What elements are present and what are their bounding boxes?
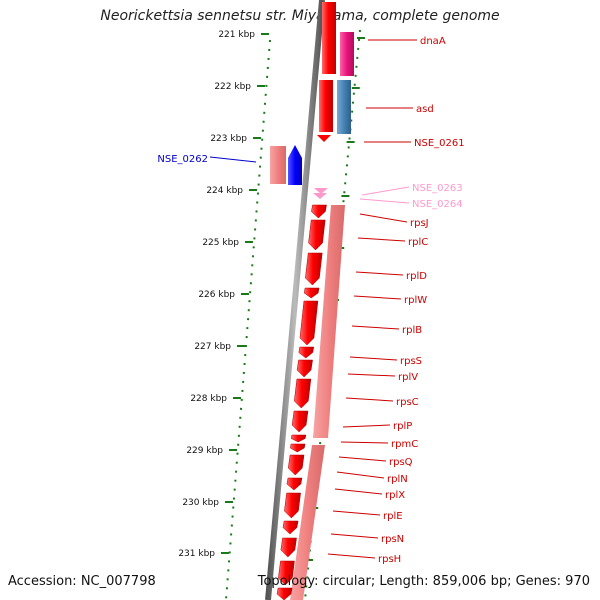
gene-labels: dnaA asd NSE_0261 NSE_0262 NSE_0263 NSE_0264r… <box>157 36 464 565</box>
gene-label-rpsn[interactable]: rpsN <box>381 534 404 545</box>
gene-red-top-2[interactable] <box>319 80 333 132</box>
gene-arrow[interactable] <box>287 454 305 476</box>
leader-line <box>338 456 387 462</box>
gene-arrow[interactable] <box>282 520 299 535</box>
gene-nse-0262-pale[interactable] <box>270 146 286 184</box>
gene-arrow[interactable] <box>280 537 297 558</box>
leader-line <box>359 213 408 223</box>
gene-label-rpsq[interactable]: rpsQ <box>389 457 413 468</box>
gene-label-rpln[interactable]: rplN <box>387 474 408 485</box>
gene-ribosomal-pale-upper[interactable] <box>313 205 345 438</box>
gene-arrow[interactable] <box>296 359 313 378</box>
accession-label: Accession: NC_007798 <box>8 574 156 589</box>
leader-line <box>345 397 394 402</box>
map-title: Neorickettsia sennetsu str. Miyayama, co… <box>100 8 500 24</box>
gene-ribosomal-pale-lower[interactable] <box>290 445 325 600</box>
gene-label-nse-0264[interactable]: NSE_0264 <box>412 199 463 210</box>
leader-line <box>361 186 410 196</box>
ruler-tick-label: 227 kbp <box>194 342 231 352</box>
gene-arrow[interactable] <box>290 434 307 443</box>
gene-label-rplx[interactable]: rplX <box>385 490 405 501</box>
gene-arrow[interactable] <box>303 287 320 299</box>
gene-label-rpss[interactable]: rpsS <box>400 356 422 367</box>
gene-arrow[interactable] <box>284 492 301 519</box>
gene-label-rpsc[interactable]: rpsC <box>396 397 419 408</box>
gene-arrow[interactable] <box>298 346 315 359</box>
genome-info: Topology: circular; Length: 859,006 bp; … <box>257 574 590 589</box>
gene-label-rplp[interactable]: rplP <box>393 421 412 432</box>
gene-arrow[interactable] <box>308 219 326 251</box>
leader-line <box>332 510 381 516</box>
gene-label-rpsj[interactable]: rpsJ <box>410 218 429 229</box>
gene-nse-0263[interactable] <box>314 188 328 194</box>
gene-arrow[interactable] <box>311 204 327 219</box>
gene-arrow[interactable] <box>290 443 306 453</box>
leader-line <box>336 471 385 479</box>
gene-arrow[interactable] <box>276 587 293 600</box>
gene-label-rpsh[interactable]: rpsH <box>378 554 401 565</box>
gene-label-rple[interactable]: rplE <box>383 511 403 522</box>
gene-nse-0264[interactable] <box>313 193 327 199</box>
gene-red-top-1[interactable] <box>322 2 336 74</box>
gene-arrow[interactable] <box>278 560 295 586</box>
leader-line <box>357 237 406 242</box>
outer-guide-left <box>225 39 271 600</box>
leader-line <box>327 553 376 559</box>
gene-asd[interactable] <box>337 80 351 134</box>
ruler-tick-label: 231 kbp <box>178 549 215 559</box>
ruler-tick-label: 225 kbp <box>202 238 239 248</box>
ruler-tick-label: 228 kbp <box>190 394 227 404</box>
gene-label-rplb[interactable]: rplB <box>402 325 422 336</box>
leader-line <box>334 488 383 495</box>
leader-line <box>340 441 389 444</box>
gene-arrow[interactable] <box>305 252 323 286</box>
gene-arrow[interactable] <box>294 378 312 409</box>
gene-label-nse-0262[interactable]: NSE_0262 <box>157 154 208 165</box>
gene-label-rpld[interactable]: rplD <box>406 271 427 282</box>
ruler-tick-label: 224 kbp <box>206 186 243 196</box>
leader-line <box>347 373 396 377</box>
ruler-tick-label: 229 kbp <box>186 446 223 456</box>
gene-arrow[interactable] <box>291 410 309 433</box>
leader-line <box>330 533 379 539</box>
leader-line <box>355 271 404 276</box>
gene-label-asd[interactable]: asd <box>416 104 434 115</box>
ruler-tick-label: 221 kbp <box>218 30 255 40</box>
gene-label-nse-0261[interactable]: NSE_0261 <box>414 138 465 149</box>
leader-line <box>349 356 398 361</box>
ruler-tick-label: 223 kbp <box>210 134 247 144</box>
leader-line <box>359 198 410 204</box>
gene-arrow[interactable] <box>299 300 319 346</box>
gene-arrow[interactable] <box>286 477 303 491</box>
reverse-strand-arrows <box>276 204 327 600</box>
leader-line <box>351 325 400 330</box>
gene-label-rplc[interactable]: rplC <box>408 237 428 248</box>
gene-label-rplw[interactable]: rplW <box>404 295 427 306</box>
ruler-tick-label: 222 kbp <box>214 82 251 92</box>
gene-label-dnaa[interactable]: dnaA <box>420 36 446 47</box>
gene-nse-0261[interactable] <box>317 135 331 142</box>
genome-backbone <box>265 0 325 600</box>
leader-line <box>209 156 257 163</box>
gene-label-rpmc[interactable]: rpmC <box>391 439 418 450</box>
ruler-tick-label: 230 kbp <box>182 498 219 508</box>
leader-line <box>342 424 391 428</box>
gene-nse-0262[interactable] <box>288 145 302 185</box>
gene-label-rplv[interactable]: rplV <box>398 372 418 383</box>
gene-label-nse-0263[interactable]: NSE_0263 <box>412 183 463 194</box>
ruler-tick-label: 226 kbp <box>198 290 235 300</box>
leader-line <box>353 295 402 300</box>
gene-dnaa[interactable] <box>340 32 354 76</box>
